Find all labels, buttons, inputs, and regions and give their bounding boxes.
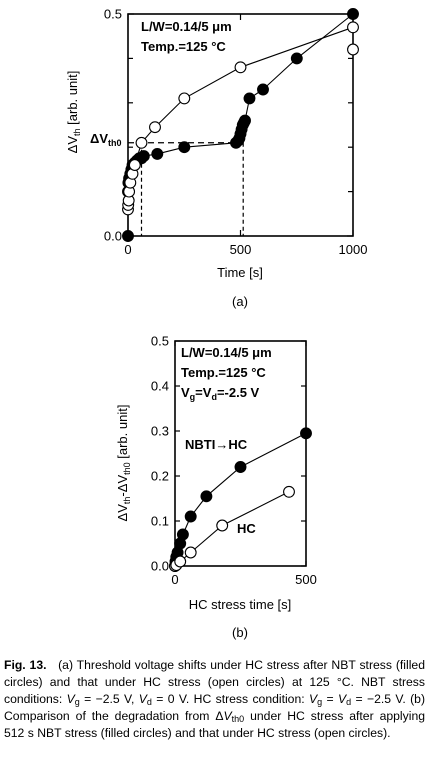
panel-a-point-open bbox=[178, 92, 191, 105]
panel-a-xtick-label: 0 bbox=[124, 242, 131, 257]
caption-part11: V bbox=[337, 692, 347, 706]
panel-a-point-filled bbox=[137, 150, 150, 163]
panel-a-point-filled bbox=[243, 92, 256, 105]
panel-b-point-filled bbox=[300, 427, 312, 440]
panel-b-point-open bbox=[216, 519, 229, 532]
caption-part13: = −2.5 V. (b) Comparison of the degradat… bbox=[4, 692, 426, 723]
panel-b-ytick-label: 0.1 bbox=[151, 514, 169, 529]
panel-b-ylabel-p2: -ΔV bbox=[115, 475, 130, 497]
panel-a-point-filled bbox=[347, 8, 359, 20]
panel-b: 0.0 0.1 0.2 0.3 0.4 0.5 0 500 L/W=0.14/5 μm Tem… bbox=[115, 334, 317, 641]
panel-a-tick-labels: 0.0 0.5 0 500 1000 bbox=[104, 7, 368, 258]
panel-b-ytick-label: 0.4 bbox=[151, 379, 169, 394]
caption-part1: (a) Threshold voltage shifts under HC st… bbox=[4, 658, 425, 706]
panel-a-ylabel: ΔVth [arb. unit] bbox=[65, 71, 82, 154]
panel-b-points bbox=[169, 427, 312, 572]
panel-a-ytick-label: 0.0 bbox=[104, 229, 122, 244]
panel-a-point-open bbox=[128, 159, 141, 171]
panel-b-point-open bbox=[174, 555, 187, 568]
caption-part2: V bbox=[66, 692, 75, 706]
panel-b-annot3-p2: =V bbox=[195, 385, 212, 400]
caption-part9: g bbox=[317, 697, 323, 707]
panel-a-ylabel-rest: [arb. unit] bbox=[65, 71, 80, 129]
caption-part5: V bbox=[138, 692, 147, 706]
panel-a-point-open bbox=[347, 21, 359, 34]
panel-b-ylabel: ΔVth-ΔVth0 [arb. unit] bbox=[115, 405, 132, 522]
panel-a-point-filled bbox=[178, 141, 191, 154]
figure-caption: Fig. 13. (a) Threshold voltage shifts un… bbox=[4, 657, 425, 742]
panel-a-points bbox=[122, 8, 359, 242]
panel-b-point-filled bbox=[200, 490, 213, 503]
panel-a-ytick-label: 0.5 bbox=[104, 7, 122, 22]
panel-a-point-open bbox=[234, 61, 247, 74]
panel-a-xtick-label: 1000 bbox=[339, 242, 368, 257]
panel-a-panel-label: (a) bbox=[232, 294, 248, 309]
caption-part16: under HC stress after applying 512 s NBT… bbox=[4, 709, 426, 740]
panel-b-point-filled bbox=[184, 510, 197, 523]
caption-part15: th0 bbox=[231, 714, 245, 724]
caption-part4: = −2.5 V, bbox=[79, 692, 139, 706]
panel-a-xlabel: Time [s] bbox=[217, 265, 263, 280]
panel-b-series-label-filled: NBTI→HC bbox=[185, 437, 248, 452]
panel-a-ylabel-sub: th bbox=[72, 128, 82, 136]
caption-part10: = bbox=[322, 692, 338, 706]
panel-b-ylabel-p1: ΔV bbox=[115, 504, 130, 522]
panel-b-xlabel: HC stress time [s] bbox=[189, 597, 292, 612]
panel-b-point-open bbox=[184, 546, 197, 559]
panel-b-plot-frame bbox=[174, 340, 307, 567]
panel-b-annotation-line3: Vg=Vd=-2.5 V bbox=[181, 385, 260, 402]
panel-b-annotation-line1: L/W=0.14/5 μm bbox=[181, 345, 272, 360]
panel-a: 0.0 0.5 0 500 1000 L/W=0.14/5 μm Temp.=125 °… bbox=[65, 7, 367, 310]
caption-part12: d bbox=[346, 697, 352, 707]
caption-part7: = 0 V. HC stress condition: bbox=[151, 692, 309, 706]
panel-a-point-filled bbox=[257, 83, 269, 96]
panel-a-annotation-line2: Temp.=125 °C bbox=[141, 39, 226, 54]
panel-b-annot3-p1: V bbox=[181, 385, 190, 400]
panel-b-ytick-label: 0.2 bbox=[151, 469, 169, 484]
panel-b-ylabel-s1: th bbox=[122, 497, 132, 505]
panel-a-ref-label-sub: th0 bbox=[108, 138, 122, 148]
panel-b-ylabel-s2: th0 bbox=[122, 462, 132, 475]
panel-b-tick-labels: 0.0 0.1 0.2 0.3 0.4 0.5 0 500 bbox=[151, 334, 317, 588]
panel-a-point-filled bbox=[122, 230, 134, 242]
panel-b-ytick-label: 0.3 bbox=[151, 424, 169, 439]
panel-b-series-lines bbox=[174, 432, 307, 567]
panel-a-ylabel-main: ΔV bbox=[65, 136, 80, 154]
panel-a-ref-label-main: ΔV bbox=[90, 131, 108, 146]
caption-part6: d bbox=[146, 697, 152, 707]
panel-b-xtick-label: 0 bbox=[171, 572, 178, 587]
panel-b-annot3-s1: g bbox=[190, 392, 196, 402]
caption-part14: V bbox=[223, 709, 232, 723]
panel-a-point-filled bbox=[290, 52, 303, 65]
panel-a-point-open bbox=[135, 136, 148, 149]
caption-part3: g bbox=[74, 697, 80, 707]
caption-fig-label: Fig. 13. bbox=[4, 658, 47, 672]
panel-b-panel-label: (b) bbox=[232, 625, 248, 640]
panel-b-point-filled bbox=[234, 461, 247, 473]
panel-a-point-open bbox=[347, 43, 359, 56]
panel-b-annot3-s2: d bbox=[211, 392, 217, 402]
panel-b-ylabel-p3: [arb. unit] bbox=[115, 405, 130, 463]
panel-b-series-line-filled bbox=[174, 432, 307, 567]
panel-b-ytick-label: 0.0 bbox=[151, 559, 169, 574]
caption-part8: V bbox=[308, 692, 318, 706]
panel-a-point-filled bbox=[151, 147, 164, 160]
panel-b-annotation-line2: Temp.=125 °C bbox=[181, 365, 266, 380]
panel-b-ytick-label: 0.5 bbox=[151, 334, 169, 349]
panel-a-ref-label: ΔVth0 bbox=[90, 131, 122, 148]
panel-b-series-label-open: HC bbox=[237, 521, 256, 536]
panel-a-point-open bbox=[149, 121, 161, 134]
panel-a-point-filled bbox=[239, 114, 251, 127]
panel-b-point-open bbox=[283, 485, 295, 498]
figure-13: 0.0 0.5 0 500 1000 L/W=0.14/5 μm Temp.=125 °… bbox=[65, 7, 367, 641]
panel-b-annot3-p3: =-2.5 V bbox=[217, 385, 260, 400]
panel-b-point-filled bbox=[176, 528, 189, 541]
panel-a-xtick-label: 500 bbox=[230, 242, 252, 257]
panel-a-annotation-line1: L/W=0.14/5 μm bbox=[141, 19, 232, 34]
panel-b-xtick-label: 500 bbox=[295, 572, 317, 587]
